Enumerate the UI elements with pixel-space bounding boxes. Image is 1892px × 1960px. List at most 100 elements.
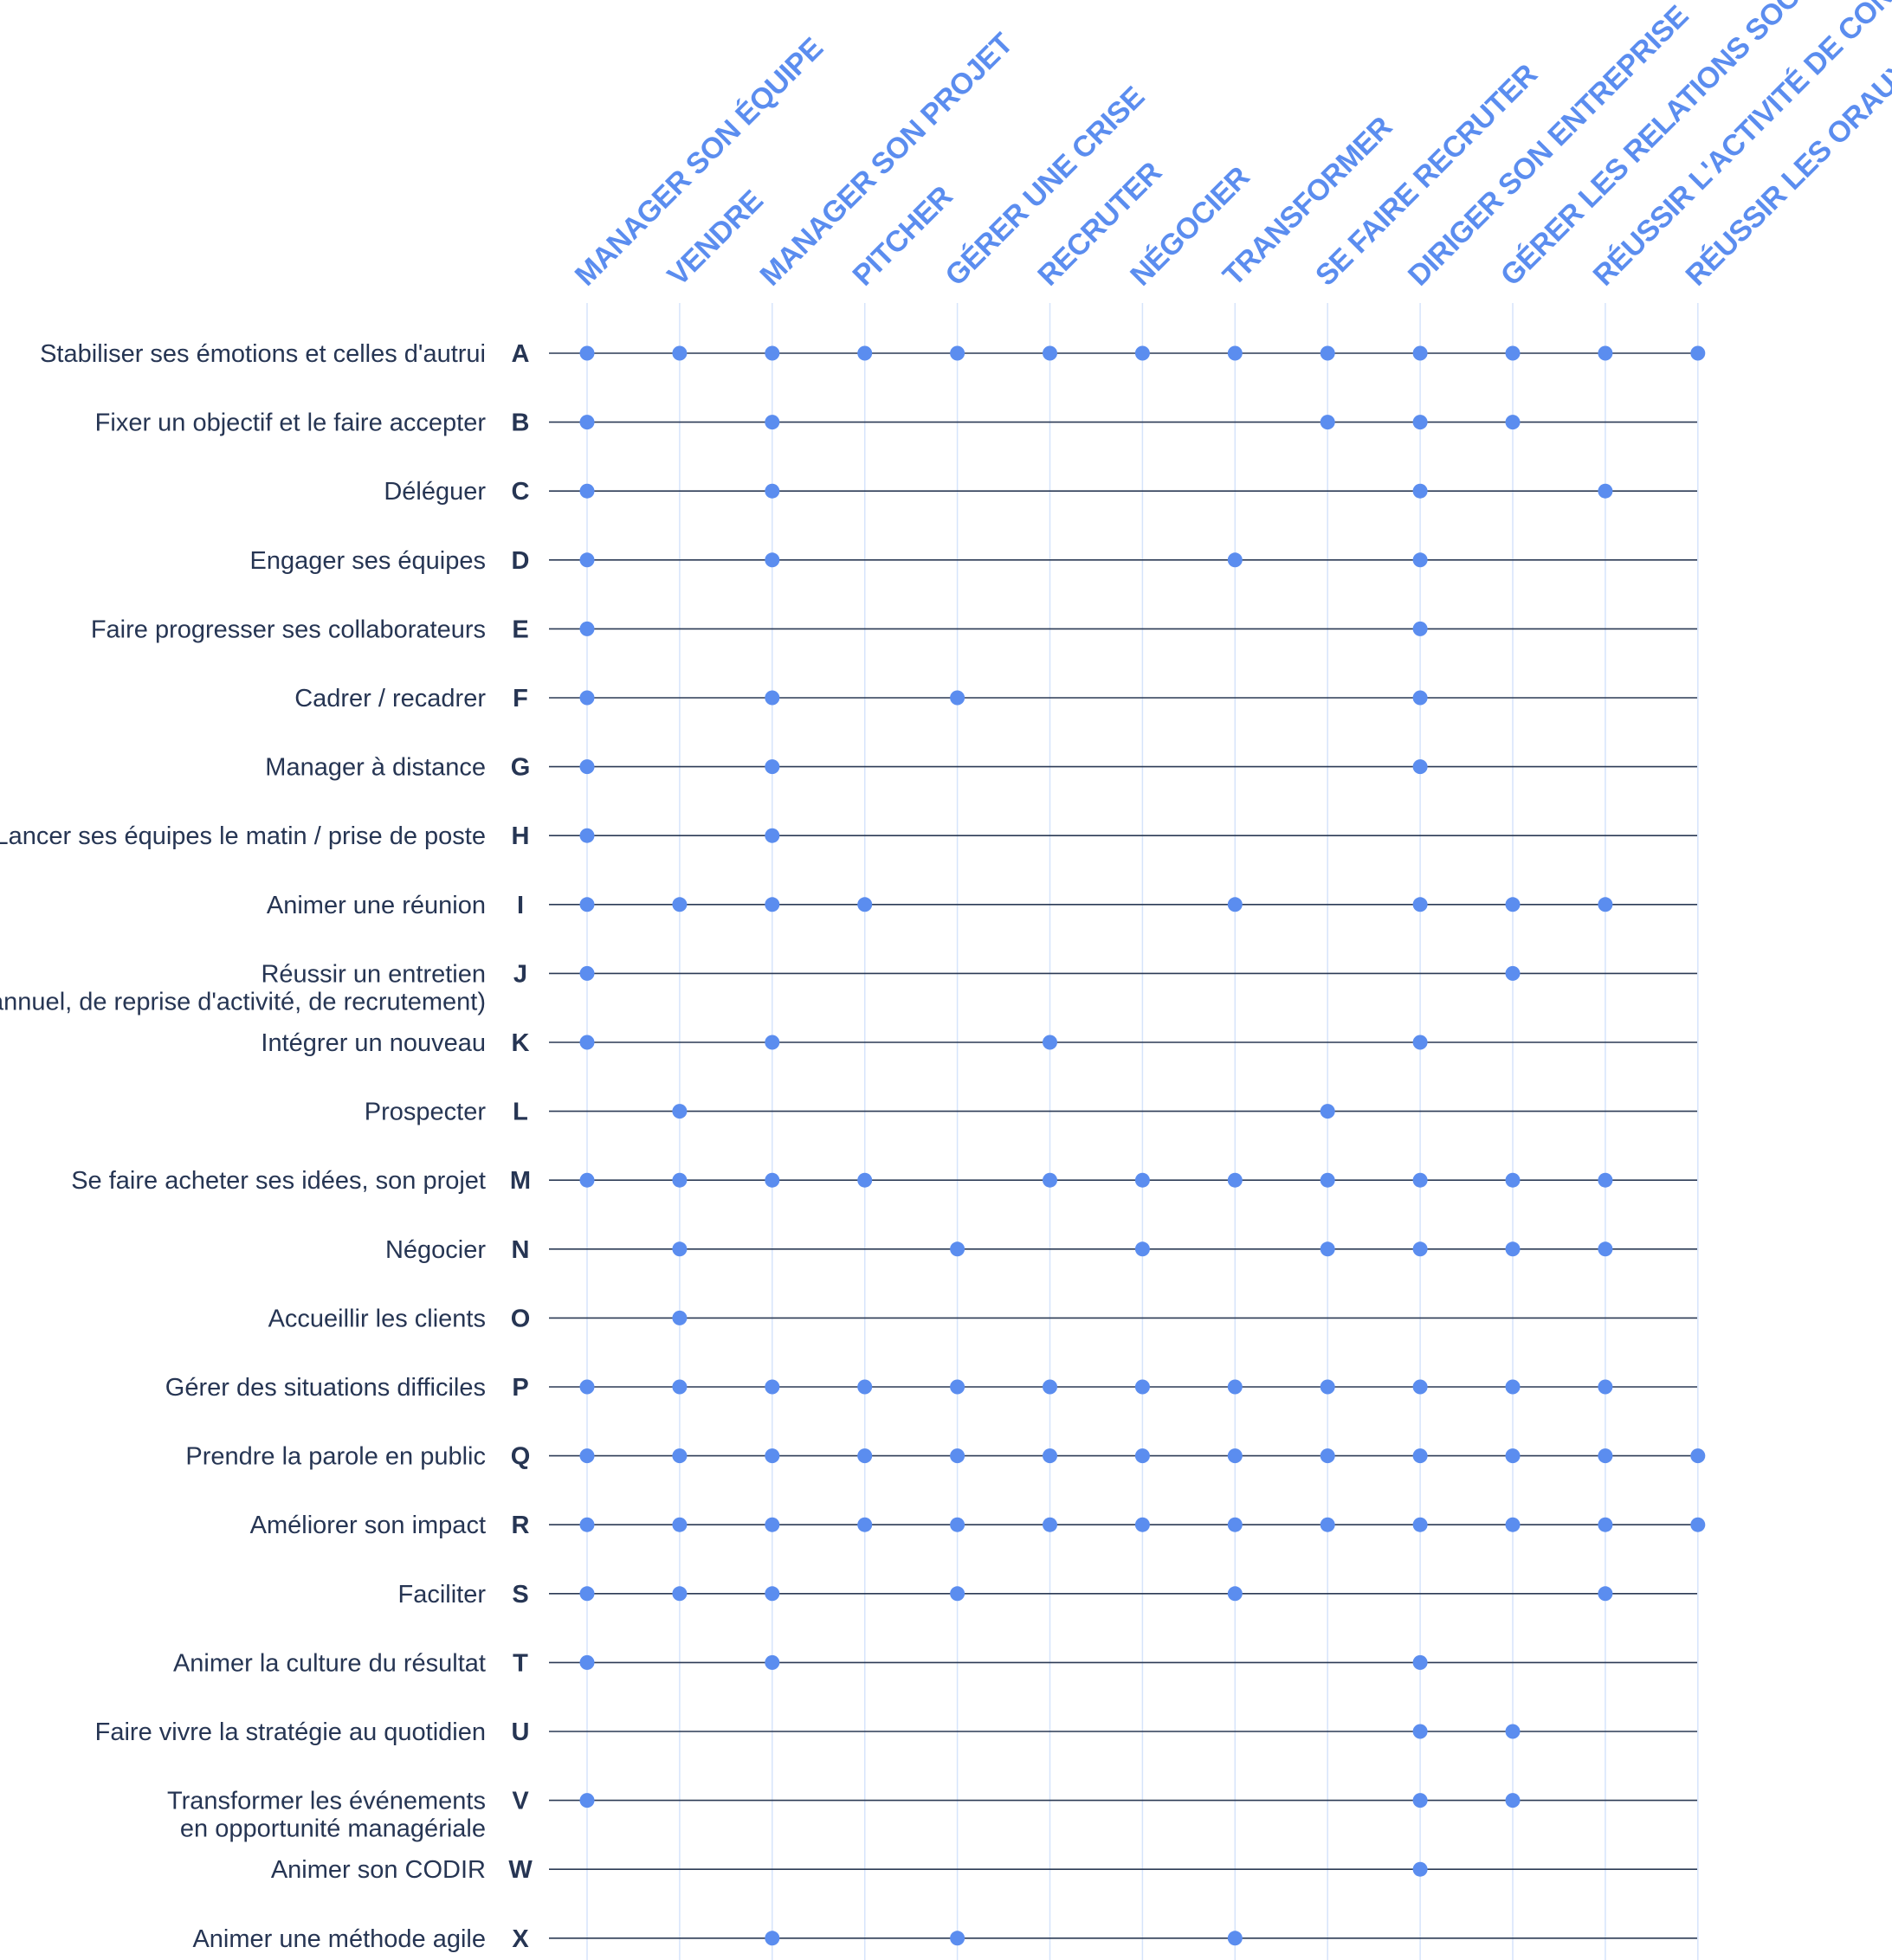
row-letter: N [512,1236,530,1264]
row-letter: J [513,960,527,988]
match-dot [765,1035,780,1050]
row-letter: W [508,1856,533,1884]
match-dot [579,828,595,843]
row-letter: T [513,1649,528,1677]
match-dot [1505,1379,1521,1395]
match-dot [1598,1448,1613,1464]
match-dot [1598,897,1613,912]
match-dot [1134,1172,1150,1188]
match-dot [1043,1035,1057,1050]
match-dot [950,1517,965,1532]
match-dot [672,897,688,912]
match-dot [1505,1793,1521,1808]
match-dot [857,1172,873,1188]
match-dot [1043,1517,1057,1532]
row-label: (annuel, de reprise d'activité, de recru… [0,988,486,1015]
row-letter: C [512,478,530,506]
match-dot [1505,897,1521,912]
match-dot [1412,759,1428,775]
row-letter: O [511,1305,531,1332]
match-dot [765,759,780,775]
match-dot [1412,552,1428,568]
match-dot [1505,1241,1521,1257]
match-dot [579,1586,595,1602]
match-dot [579,1448,595,1464]
row-letter: K [512,1029,530,1057]
match-dot [672,1104,688,1119]
match-dot [1412,415,1428,430]
row-letter: I [517,892,524,919]
match-dot [672,1241,688,1257]
match-dot [857,345,873,361]
match-dot [1320,1172,1335,1188]
match-dot [672,1517,688,1532]
row-label: Faciliter [397,1581,486,1609]
match-dot [1690,345,1706,361]
match-dot [950,1586,965,1602]
match-dot [579,690,595,706]
row-label: Engager ses équipes [250,547,486,575]
match-dot [1598,345,1613,361]
match-dot [672,1448,688,1464]
row-label: Négocier [385,1236,486,1264]
match-dot [672,1586,688,1602]
row-label: Intégrer un nouveau [261,1029,486,1057]
match-dot [1412,1035,1428,1050]
row-label: Animer une réunion [267,892,486,919]
match-dot [1505,965,1521,981]
match-dot [1690,1448,1706,1464]
row-letter: X [512,1925,529,1953]
row-label: Gérer des situations difficiles [165,1374,486,1402]
match-dot [1505,415,1521,430]
match-dot [579,1793,595,1808]
match-dot [950,1241,965,1257]
row-label: Cadrer / recadrer [294,685,486,712]
match-dot [579,897,595,912]
row-label: Accueillir les clients [268,1305,486,1332]
match-dot [579,1172,595,1188]
match-dot [1227,1931,1243,1946]
match-dot [1690,1517,1706,1532]
match-dot [579,483,595,499]
match-dot [1412,897,1428,912]
row-label: Fixer un objectif et le faire accepter [95,409,487,437]
row-label: Prendre la parole en public [185,1443,486,1471]
match-dot [1320,345,1335,361]
row-letter: L [513,1099,528,1126]
match-dot [579,552,595,568]
match-dot [1505,345,1521,361]
match-dot [579,759,595,775]
match-dot [672,1172,688,1188]
match-dot [1043,1172,1057,1188]
match-dot [579,965,595,981]
row-label: Faire progresser ses collaborateurs [91,616,486,643]
match-dot [1598,1172,1613,1188]
match-dot [1043,345,1057,361]
match-dot [1412,1793,1428,1808]
grid-layer [549,303,1699,1960]
match-dot [1227,897,1243,912]
match-dot [857,1448,873,1464]
match-dot [950,1931,965,1946]
match-dot [950,1379,965,1395]
row-label: Faire vivre la stratégie au quotidien [95,1718,486,1746]
match-dot [1412,1172,1428,1188]
match-dot [1320,1104,1335,1119]
match-dot [1412,345,1428,361]
match-dot [1412,483,1428,499]
row-letter: M [510,1167,531,1195]
match-dot [765,552,780,568]
row-label: en opportunité managériale [180,1815,486,1843]
row-label: Réussir un entretien [261,960,486,988]
row-letter: P [512,1374,528,1402]
row-letter: G [511,754,531,782]
match-dot [1134,345,1150,361]
match-dot [1227,1172,1243,1188]
match-dot [579,1654,595,1670]
match-dot [1227,345,1243,361]
row-label: Améliorer son impact [250,1512,486,1539]
match-dot [1227,1517,1243,1532]
match-dot [579,345,595,361]
match-dot [1412,690,1428,706]
